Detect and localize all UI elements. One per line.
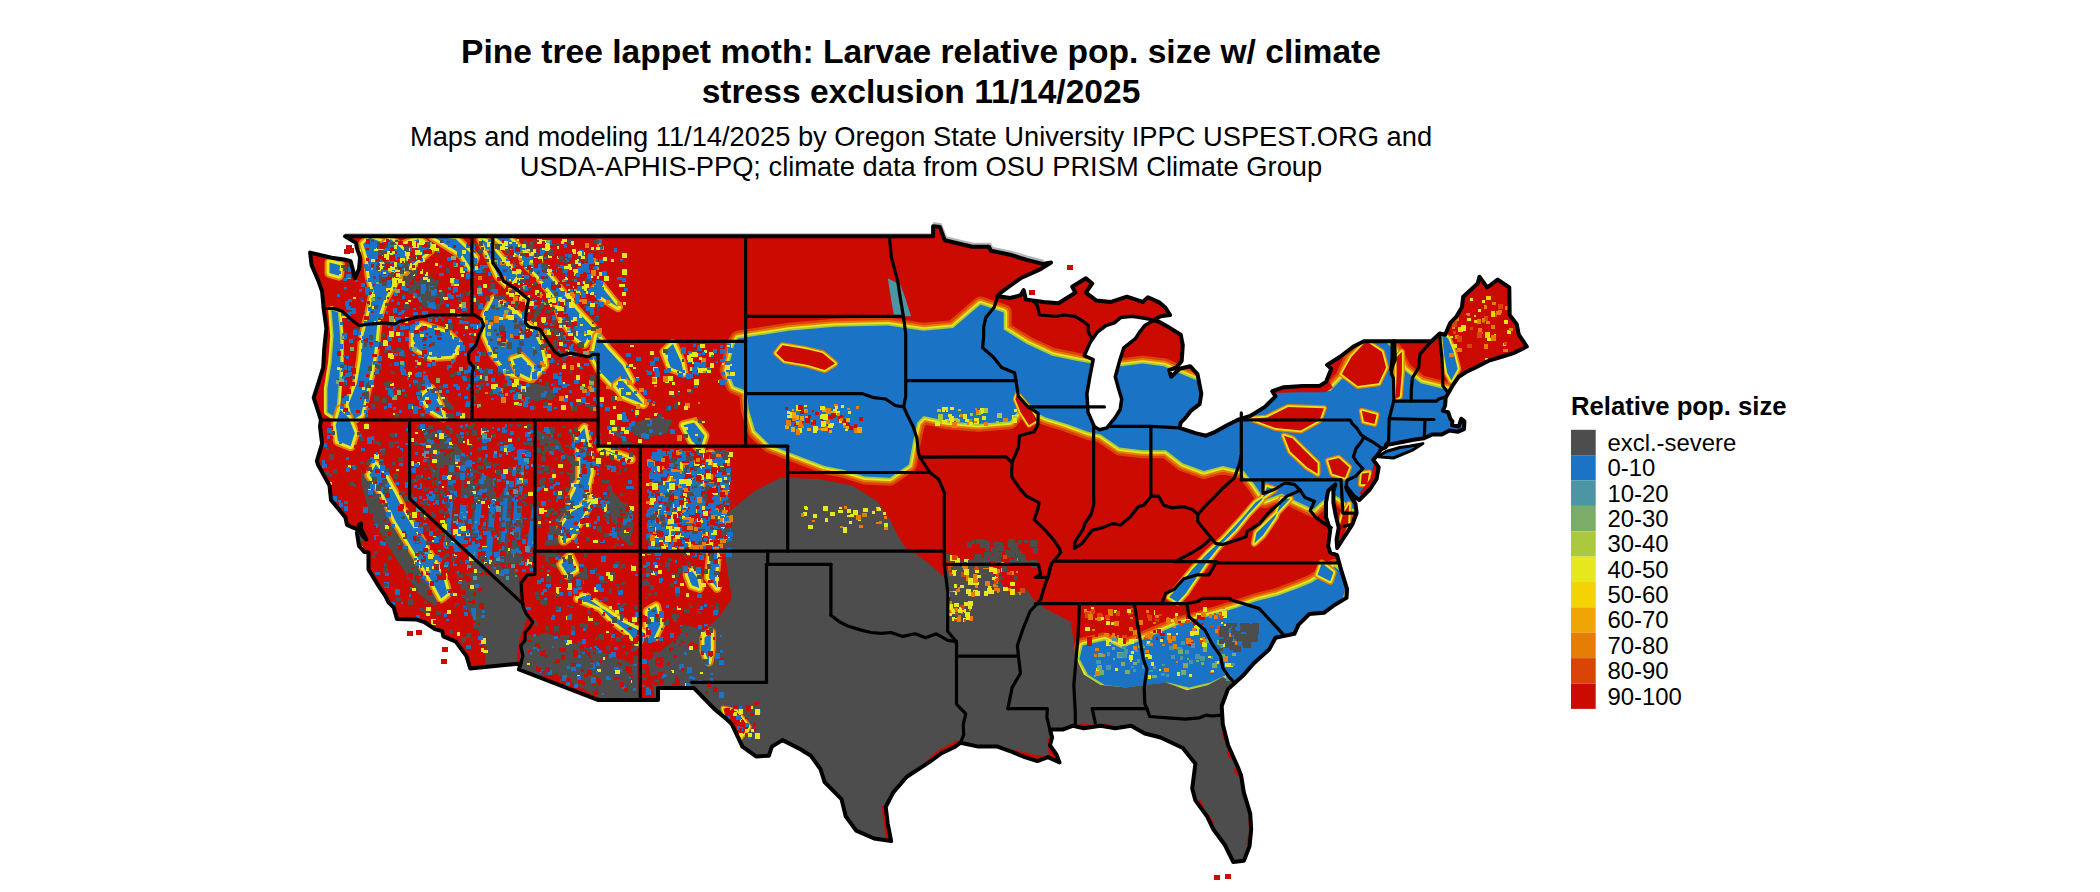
svg-text:50-60: 50-60 xyxy=(1608,581,1669,608)
svg-text:20-30: 20-30 xyxy=(1608,505,1669,532)
svg-text:80-90: 80-90 xyxy=(1608,657,1669,684)
svg-text:40-50: 40-50 xyxy=(1608,556,1669,583)
svg-text:30-40: 30-40 xyxy=(1608,530,1669,557)
svg-text:10-20: 10-20 xyxy=(1608,480,1669,507)
svg-text:excl.-severe: excl.-severe xyxy=(1608,429,1737,456)
svg-text:60-70: 60-70 xyxy=(1608,606,1669,633)
svg-text:0-10: 0-10 xyxy=(1608,454,1656,481)
svg-text:Relative pop. size: Relative pop. size xyxy=(1571,392,1787,420)
svg-text:70-80: 70-80 xyxy=(1608,632,1669,659)
svg-text:90-100: 90-100 xyxy=(1608,683,1682,710)
